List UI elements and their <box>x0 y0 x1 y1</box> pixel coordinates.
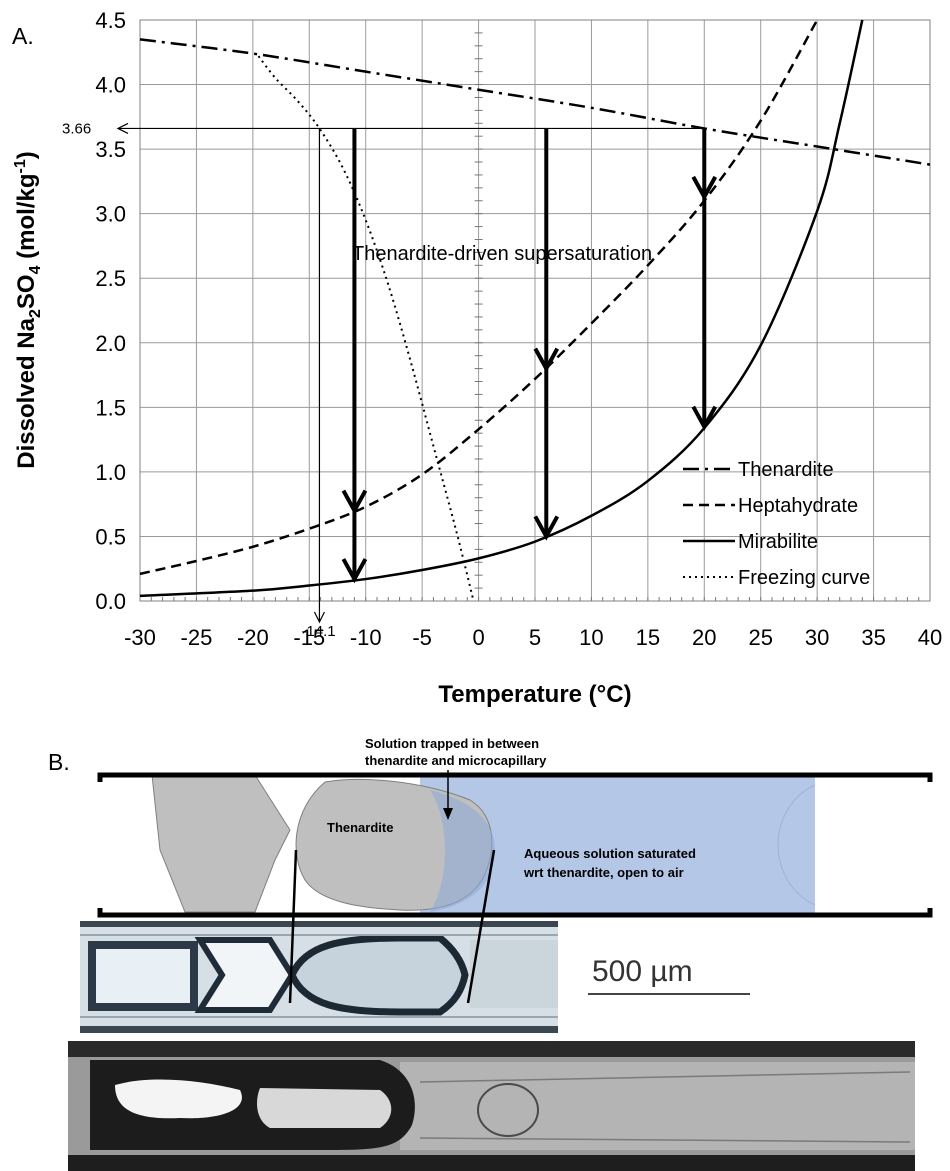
y-tick-label: 3.5 <box>95 137 126 162</box>
reference-arrowhead-y <box>116 122 129 134</box>
legend-label: Mirabilite <box>738 531 818 553</box>
y-tick-label: 2.5 <box>95 266 126 291</box>
x-tick-label: 10 <box>579 625 603 650</box>
arrow-head <box>533 515 560 541</box>
reference-x-label: -14.1 <box>301 623 335 640</box>
arrow-head <box>691 175 718 202</box>
capillary-photo-bottom <box>68 1041 915 1171</box>
solution-label-2: wrt thenardite, open to air <box>523 865 684 880</box>
x-tick-label: 35 <box>861 625 885 650</box>
capillary-gap-left <box>96 782 105 908</box>
capillary-photo-top <box>80 921 558 1033</box>
legend-label: Heptahydrate <box>738 495 858 517</box>
chart-panel-a: 0.0 0.5 1.0 1.5 2.0 2.5 3.0 3.5 4.0 4.5 -30 -25 -20… <box>12 8 942 708</box>
series-group <box>139 19 931 599</box>
supersaturation-arrows <box>341 128 718 584</box>
crystal-fragment <box>151 774 291 913</box>
trapped-solution-label-2: thenardite and microcapillary <box>365 753 547 768</box>
meniscus-arc <box>777 784 816 906</box>
y-tick-label: 4.0 <box>95 73 126 98</box>
trapped-pointer-head <box>443 808 453 820</box>
y-tick-label: 0.0 <box>95 589 126 614</box>
x-tick-label: 15 <box>636 625 660 650</box>
legend-label: Freezing curve <box>738 567 870 589</box>
x-tick-label: 25 <box>748 625 772 650</box>
y-tick-label: 2.0 <box>95 331 126 356</box>
reference-arrowhead-x <box>313 611 325 624</box>
y-axis-title: Dissolved Na2SO4 (mol/kg-1) <box>12 151 44 468</box>
y-tick-label: 4.5 <box>95 8 126 33</box>
y-tick-label: 0.5 <box>95 524 126 549</box>
x-tick-label: -15 <box>293 625 325 650</box>
capillary-schematic: Solution trapped in between thenardite a… <box>96 736 934 918</box>
legend-label: Thenardite <box>738 459 834 481</box>
arrow-head <box>691 405 718 431</box>
thenardite-label: Thenardite <box>327 820 393 835</box>
panel-b-label: B. <box>48 749 70 775</box>
x-axis-ticks: -30 -25 -20 -15 -10 -5 0 5 10 15 20 25 30 35 40 <box>124 625 942 650</box>
scale-bar-label: 500 µm <box>592 955 693 988</box>
x-tick-label: 40 <box>918 625 942 650</box>
x-tick-label: 30 <box>805 625 829 650</box>
series-thenardite <box>139 38 931 166</box>
series-heptahydrate <box>139 19 819 576</box>
supersaturation-annotation: Thenardite-driven supersaturation <box>352 243 652 265</box>
trapped-solution-region <box>430 790 495 912</box>
x-tick-label: 20 <box>692 625 716 650</box>
x-tick-label: -25 <box>181 625 213 650</box>
series-freezing-curve <box>257 55 474 599</box>
y-tick-label: 1.5 <box>95 395 126 420</box>
y-axis-ticks: 0.0 0.5 1.0 1.5 2.0 2.5 3.0 3.5 4.0 4.5 <box>95 8 126 614</box>
plot-frame <box>139 19 931 602</box>
x-tick-label: 5 <box>529 625 541 650</box>
reference-y-label: 3.66 <box>62 120 91 137</box>
arrow-head <box>341 489 368 515</box>
panel-a-label: A. <box>12 23 34 49</box>
solution-label: Aqueous solution saturated <box>524 846 696 861</box>
x-tick-label: -10 <box>350 625 382 650</box>
guide-line-left <box>288 849 298 1004</box>
x-tick-label: -30 <box>124 625 156 650</box>
guide-line-right <box>466 849 496 1004</box>
x-tick-label: -5 <box>412 625 432 650</box>
y-tick-label: 3.0 <box>95 202 126 227</box>
arrow-head <box>341 558 368 584</box>
capillary-gap-right <box>918 782 934 908</box>
series-mirabilite <box>139 19 864 598</box>
y-tick-label: 1.0 <box>95 460 126 485</box>
x-tick-label: -20 <box>237 625 269 650</box>
reference-lines: 3.66 -14.1 <box>62 120 705 640</box>
trapped-solution-label: Solution trapped in between <box>365 736 539 751</box>
arrow-head <box>533 347 560 373</box>
x-tick-label: 0 <box>472 625 484 650</box>
x-axis-title: Temperature (°C) <box>438 681 631 708</box>
chart-legend: Thenardite Heptahydrate Mirabilite Freezing… <box>683 459 870 589</box>
